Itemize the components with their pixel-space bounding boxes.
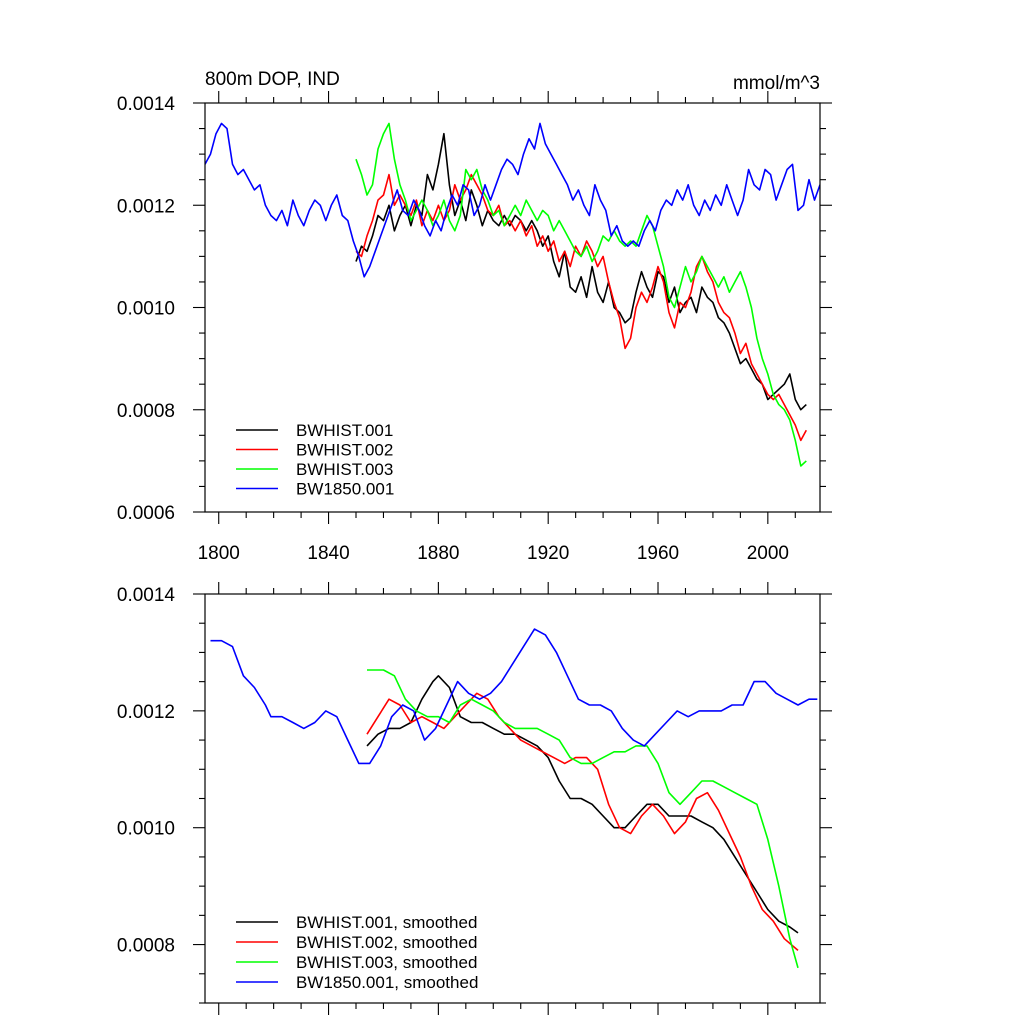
x-tick-label: 1840 [307,543,349,564]
series-line-bw1850-001-smoothed [210,628,818,765]
series-line-bwhist-002-smoothed [366,692,799,952]
series-line-bwhist-003 [355,122,807,467]
y-tick-label: 0.0014 [117,585,176,606]
x-tick-label: 1960 [637,543,679,564]
chart-title-left: 800m DOP, IND [205,69,340,90]
legend-label: BWHIST.002, smoothed [296,933,477,952]
y-tick-label: 0.0010 [117,299,175,320]
legend-label: BWHIST.002 [296,441,393,460]
legend-label: BWHIST.003, smoothed [296,953,477,972]
chart-title-right-units: mmol/m^3 [733,73,820,94]
x-tick-label: 1800 [198,543,240,564]
legend-label: BWHIST.001 [296,421,393,440]
y-tick-label: 0.0006 [117,503,175,524]
top-panel-dop-timeseries: 1800 1840 1880 1920 1960 2000 0.0006 0.0008 0.00… [117,69,832,564]
series-line-bwhist-001-smoothed [366,674,799,934]
x-tick-label: 2000 [747,543,789,564]
y-tick-label: 0.0010 [117,819,175,840]
series-lines [210,628,818,969]
series-line-bw1850-001 [205,122,820,278]
y-tick-label: 0.0008 [117,936,175,957]
y-tick-label: 0.0012 [117,702,175,723]
bottom-panel-dop-smoothed: 0.0008 0.0010 0.0012 0.0014 BWHIST.001, smoo… [117,582,832,1015]
legend-label: BWHIST.001, smoothed [296,913,477,932]
x-tick-label: 1920 [527,543,569,564]
series-line-bwhist-003-smoothed [367,669,799,969]
legend-label: BWHIST.003 [296,460,393,479]
legend-label: BW1850.001 [296,480,394,499]
x-tick-label: 1880 [417,543,459,564]
y-tick-label: 0.0008 [117,401,175,422]
series-line-bwhist-001 [355,132,807,411]
y-tick-label: 0.0014 [117,94,176,115]
legend-label: BW1850.001, smoothed [296,973,478,992]
y-tick-label: 0.0012 [117,196,175,217]
series-lines [205,122,820,467]
